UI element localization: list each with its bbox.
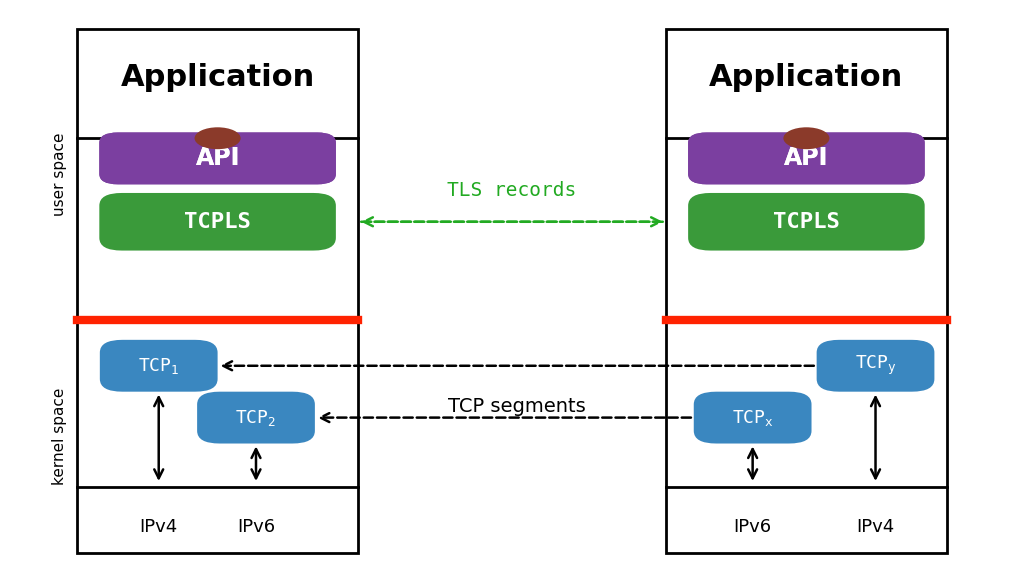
- FancyBboxPatch shape: [99, 193, 336, 251]
- Text: API: API: [784, 146, 828, 170]
- Text: $\mathtt{TCP_y}$: $\mathtt{TCP_y}$: [855, 354, 896, 377]
- FancyBboxPatch shape: [688, 193, 925, 251]
- FancyBboxPatch shape: [694, 392, 811, 444]
- Text: IPv4: IPv4: [139, 518, 178, 536]
- Ellipse shape: [783, 127, 829, 149]
- Text: TCPLS: TCPLS: [184, 212, 251, 232]
- Text: $\mathtt{TCP_1}$: $\mathtt{TCP_1}$: [138, 356, 179, 376]
- Text: $\mathtt{TCP_2}$: $\mathtt{TCP_2}$: [236, 408, 276, 427]
- Text: Application: Application: [121, 63, 314, 92]
- Text: TCP segments: TCP segments: [449, 397, 586, 416]
- Text: API: API: [196, 146, 240, 170]
- Text: user space: user space: [51, 132, 67, 216]
- Text: API: API: [196, 146, 240, 170]
- Bar: [77, 29, 358, 553]
- Text: TCPLS: TCPLS: [773, 212, 840, 232]
- Text: kernel space: kernel space: [51, 388, 67, 485]
- Text: TLS records: TLS records: [447, 181, 577, 199]
- FancyBboxPatch shape: [99, 132, 336, 184]
- FancyBboxPatch shape: [197, 392, 315, 444]
- FancyBboxPatch shape: [688, 132, 925, 184]
- Text: API: API: [784, 146, 828, 170]
- Text: $\mathtt{TCP_x}$: $\mathtt{TCP_x}$: [732, 408, 773, 427]
- Ellipse shape: [195, 127, 241, 149]
- FancyBboxPatch shape: [817, 340, 934, 392]
- FancyBboxPatch shape: [100, 340, 218, 392]
- Bar: [666, 29, 947, 553]
- Text: Application: Application: [710, 63, 903, 92]
- FancyBboxPatch shape: [688, 132, 925, 184]
- FancyBboxPatch shape: [99, 132, 336, 184]
- Text: IPv6: IPv6: [733, 518, 772, 536]
- Text: IPv4: IPv4: [856, 518, 895, 536]
- Text: IPv6: IPv6: [237, 518, 275, 536]
